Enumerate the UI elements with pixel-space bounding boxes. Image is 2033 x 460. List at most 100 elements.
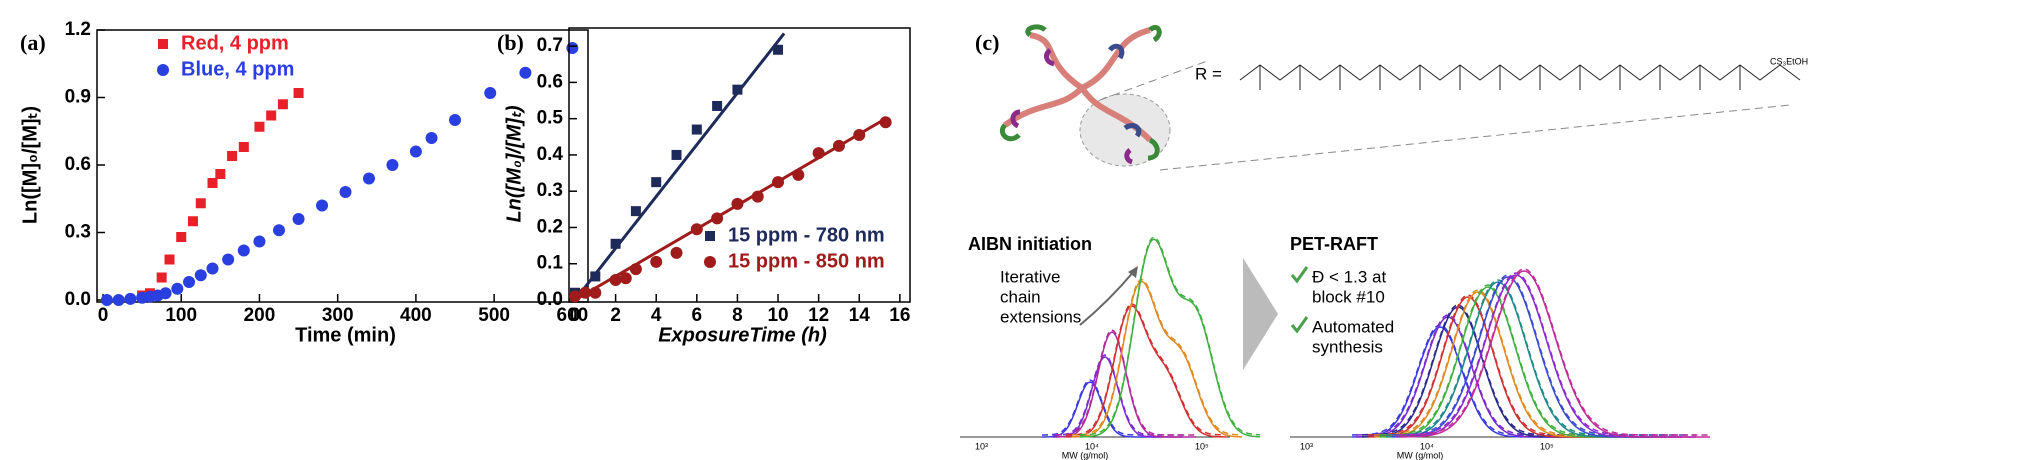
y-axis-title: Ln([M]₀/[M]ₜ) (19, 106, 41, 224)
marker (171, 282, 184, 295)
marker (159, 287, 172, 300)
x-tick-label: 14 (849, 305, 871, 326)
y-tick-label: 0.6 (65, 154, 91, 175)
marker (691, 124, 702, 135)
marker (519, 66, 532, 79)
fit-line (573, 32, 786, 301)
gpc-trace (1042, 381, 1162, 438)
x-tick-label: 500 (478, 305, 510, 326)
zoom-line (1099, 59, 1211, 101)
marker (609, 274, 622, 287)
x-axis-title: ExposureTime (h) (658, 324, 827, 346)
marker (690, 223, 703, 236)
x-tick-label: 10⁴ (1085, 441, 1099, 451)
marker (569, 290, 581, 303)
gpc-trace-dashed (1367, 294, 1618, 436)
marker (100, 294, 113, 306)
panel-c: (c) R = CS₃EtOH AIBN initiation Iterativ… (960, 24, 1808, 460)
marker (277, 99, 288, 110)
legend-marker (158, 39, 168, 49)
note: Đ < 1.3 at (1312, 267, 1386, 286)
marker (253, 235, 266, 248)
marker (207, 178, 218, 188)
y-tick-label: 0.2 (537, 216, 563, 237)
marker (266, 110, 277, 121)
annotation: extensions (1000, 307, 1081, 326)
x-tick-label: 0 (98, 305, 109, 326)
star-arms (1003, 27, 1153, 143)
x-tick-label: 16 (889, 305, 910, 326)
gpc-trace-dashed (1065, 302, 1227, 436)
marker (215, 169, 226, 179)
x-tick-label: 600 (557, 305, 589, 326)
panel-label: (c) (975, 30, 999, 55)
check (1290, 266, 1309, 334)
arrow (1079, 269, 1136, 326)
marker (386, 159, 399, 171)
x-tick-label: 200 (244, 305, 276, 326)
zoom-ellipse (1079, 93, 1171, 167)
x-tick-label: 10⁵ (1540, 441, 1554, 451)
gpc-trace-dashed (1080, 236, 1261, 436)
marker (712, 100, 723, 111)
marker (772, 176, 785, 189)
end-group: CS₃EtOH (1770, 56, 1808, 66)
gpc-trace (1080, 238, 1261, 438)
y-tick-label: 0.7 (537, 35, 563, 56)
y-axis-title: Ln([M₀]/[M]ₜ) (503, 105, 525, 222)
marker (619, 272, 632, 285)
marker (671, 149, 682, 160)
star-blocks (1108, 43, 1142, 138)
plot-frame (96, 29, 589, 303)
marker (610, 238, 621, 249)
marker (124, 292, 137, 305)
marker (773, 44, 784, 55)
x-tick-label: 6 (692, 305, 703, 326)
marker (222, 253, 235, 266)
x-tick-label: 10³ (1300, 441, 1313, 451)
marker (227, 151, 238, 161)
marker (731, 197, 744, 210)
marker (362, 172, 375, 185)
gpc-trace (1065, 304, 1227, 438)
marker (670, 246, 683, 259)
y-tick-label: 0.0 (65, 289, 91, 310)
marker (293, 88, 304, 98)
x-axis-title: Time (min) (295, 324, 396, 346)
panel-label: (a) (20, 30, 46, 55)
y-tick-label: 0.4 (537, 144, 564, 165)
marker (112, 294, 125, 306)
marker (339, 186, 352, 198)
marker (630, 206, 641, 217)
marker (273, 224, 286, 237)
marker (751, 190, 764, 203)
marker (484, 87, 497, 99)
chevron (1243, 258, 1278, 370)
marker (238, 142, 249, 152)
annotation: Iterative (1000, 267, 1060, 286)
marker (650, 255, 663, 268)
legend-marker (157, 64, 169, 76)
x-tick-label: 100 (165, 305, 197, 326)
y-tick-label: 0.3 (65, 222, 91, 243)
x-tick-label: 8 (732, 305, 743, 326)
left-title: AIBN initiation (968, 234, 1092, 254)
x-tick-label: 10⁴ (1420, 441, 1434, 451)
side-groups (1259, 65, 1741, 90)
gpc-trace (1072, 280, 1243, 438)
x-tick-label: 10³ (975, 441, 988, 451)
x-tick-label: 300 (322, 305, 354, 326)
legend-label: 15 ppm - 780 nm (728, 224, 885, 246)
zoom-line (1159, 104, 1791, 171)
x-tick-label: 12 (808, 305, 829, 326)
legend-label: Blue, 4 ppm (181, 58, 294, 80)
marker (164, 254, 175, 265)
x-tick-label: 10 (767, 305, 788, 326)
arrow-head (1128, 266, 1138, 278)
marker (651, 177, 662, 188)
y-tick-label: 0.9 (65, 87, 91, 108)
marker (292, 213, 305, 225)
x-tick-label: 0 (570, 305, 581, 326)
gpc-trace-dashed (1396, 272, 1696, 436)
